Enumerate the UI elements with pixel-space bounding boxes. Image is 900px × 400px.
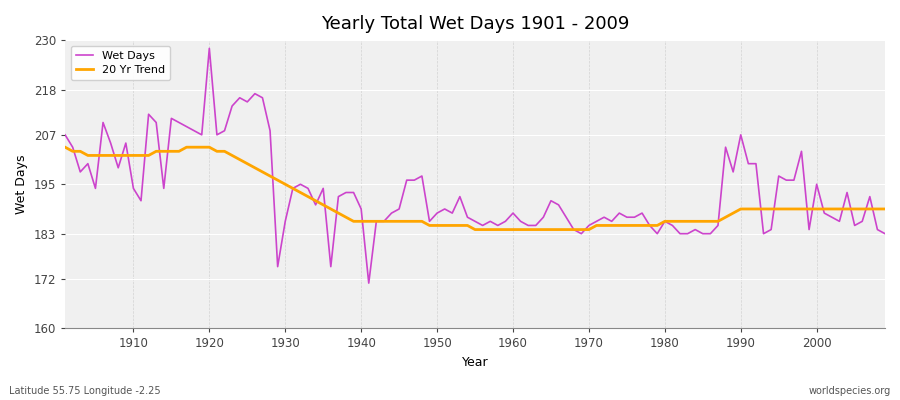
- 20 Yr Trend: [879, 206, 890, 211]
- 20 Yr Trend: [333, 211, 344, 216]
- Y-axis label: Wet Days: Wet Days: [15, 154, 28, 214]
- Wet Days: [295, 182, 306, 187]
- Wet Days: [523, 223, 534, 228]
- 20 Yr Trend: [287, 186, 298, 191]
- X-axis label: Year: Year: [462, 356, 489, 369]
- Wet Days: [121, 141, 131, 146]
- 20 Yr Trend: [515, 227, 526, 232]
- Title: Yearly Total Wet Days 1901 - 2009: Yearly Total Wet Days 1901 - 2009: [321, 15, 629, 33]
- Wet Days: [59, 132, 70, 137]
- Wet Days: [515, 219, 526, 224]
- Wet Days: [879, 231, 890, 236]
- Wet Days: [364, 281, 374, 286]
- Wet Days: [614, 211, 625, 216]
- 20 Yr Trend: [470, 227, 481, 232]
- Text: Latitude 55.75 Longitude -2.25: Latitude 55.75 Longitude -2.25: [9, 386, 160, 396]
- 20 Yr Trend: [59, 145, 70, 150]
- Line: 20 Yr Trend: 20 Yr Trend: [65, 147, 885, 230]
- Text: worldspecies.org: worldspecies.org: [809, 386, 891, 396]
- 20 Yr Trend: [121, 153, 131, 158]
- Line: Wet Days: Wet Days: [65, 48, 885, 283]
- Wet Days: [340, 190, 351, 195]
- 20 Yr Trend: [508, 227, 518, 232]
- Wet Days: [204, 46, 215, 51]
- 20 Yr Trend: [607, 223, 617, 228]
- Legend: Wet Days, 20 Yr Trend: Wet Days, 20 Yr Trend: [70, 46, 170, 80]
